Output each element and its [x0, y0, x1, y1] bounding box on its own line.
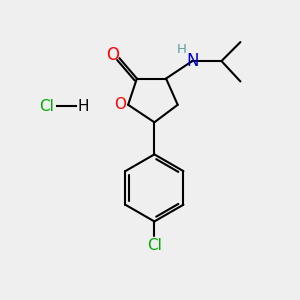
Text: Cl: Cl: [39, 99, 54, 114]
Text: N: N: [186, 52, 199, 70]
Text: O: O: [114, 97, 126, 112]
Text: H: H: [78, 99, 89, 114]
Text: H: H: [177, 44, 187, 56]
Text: Cl: Cl: [147, 238, 162, 253]
Text: O: O: [106, 46, 119, 64]
